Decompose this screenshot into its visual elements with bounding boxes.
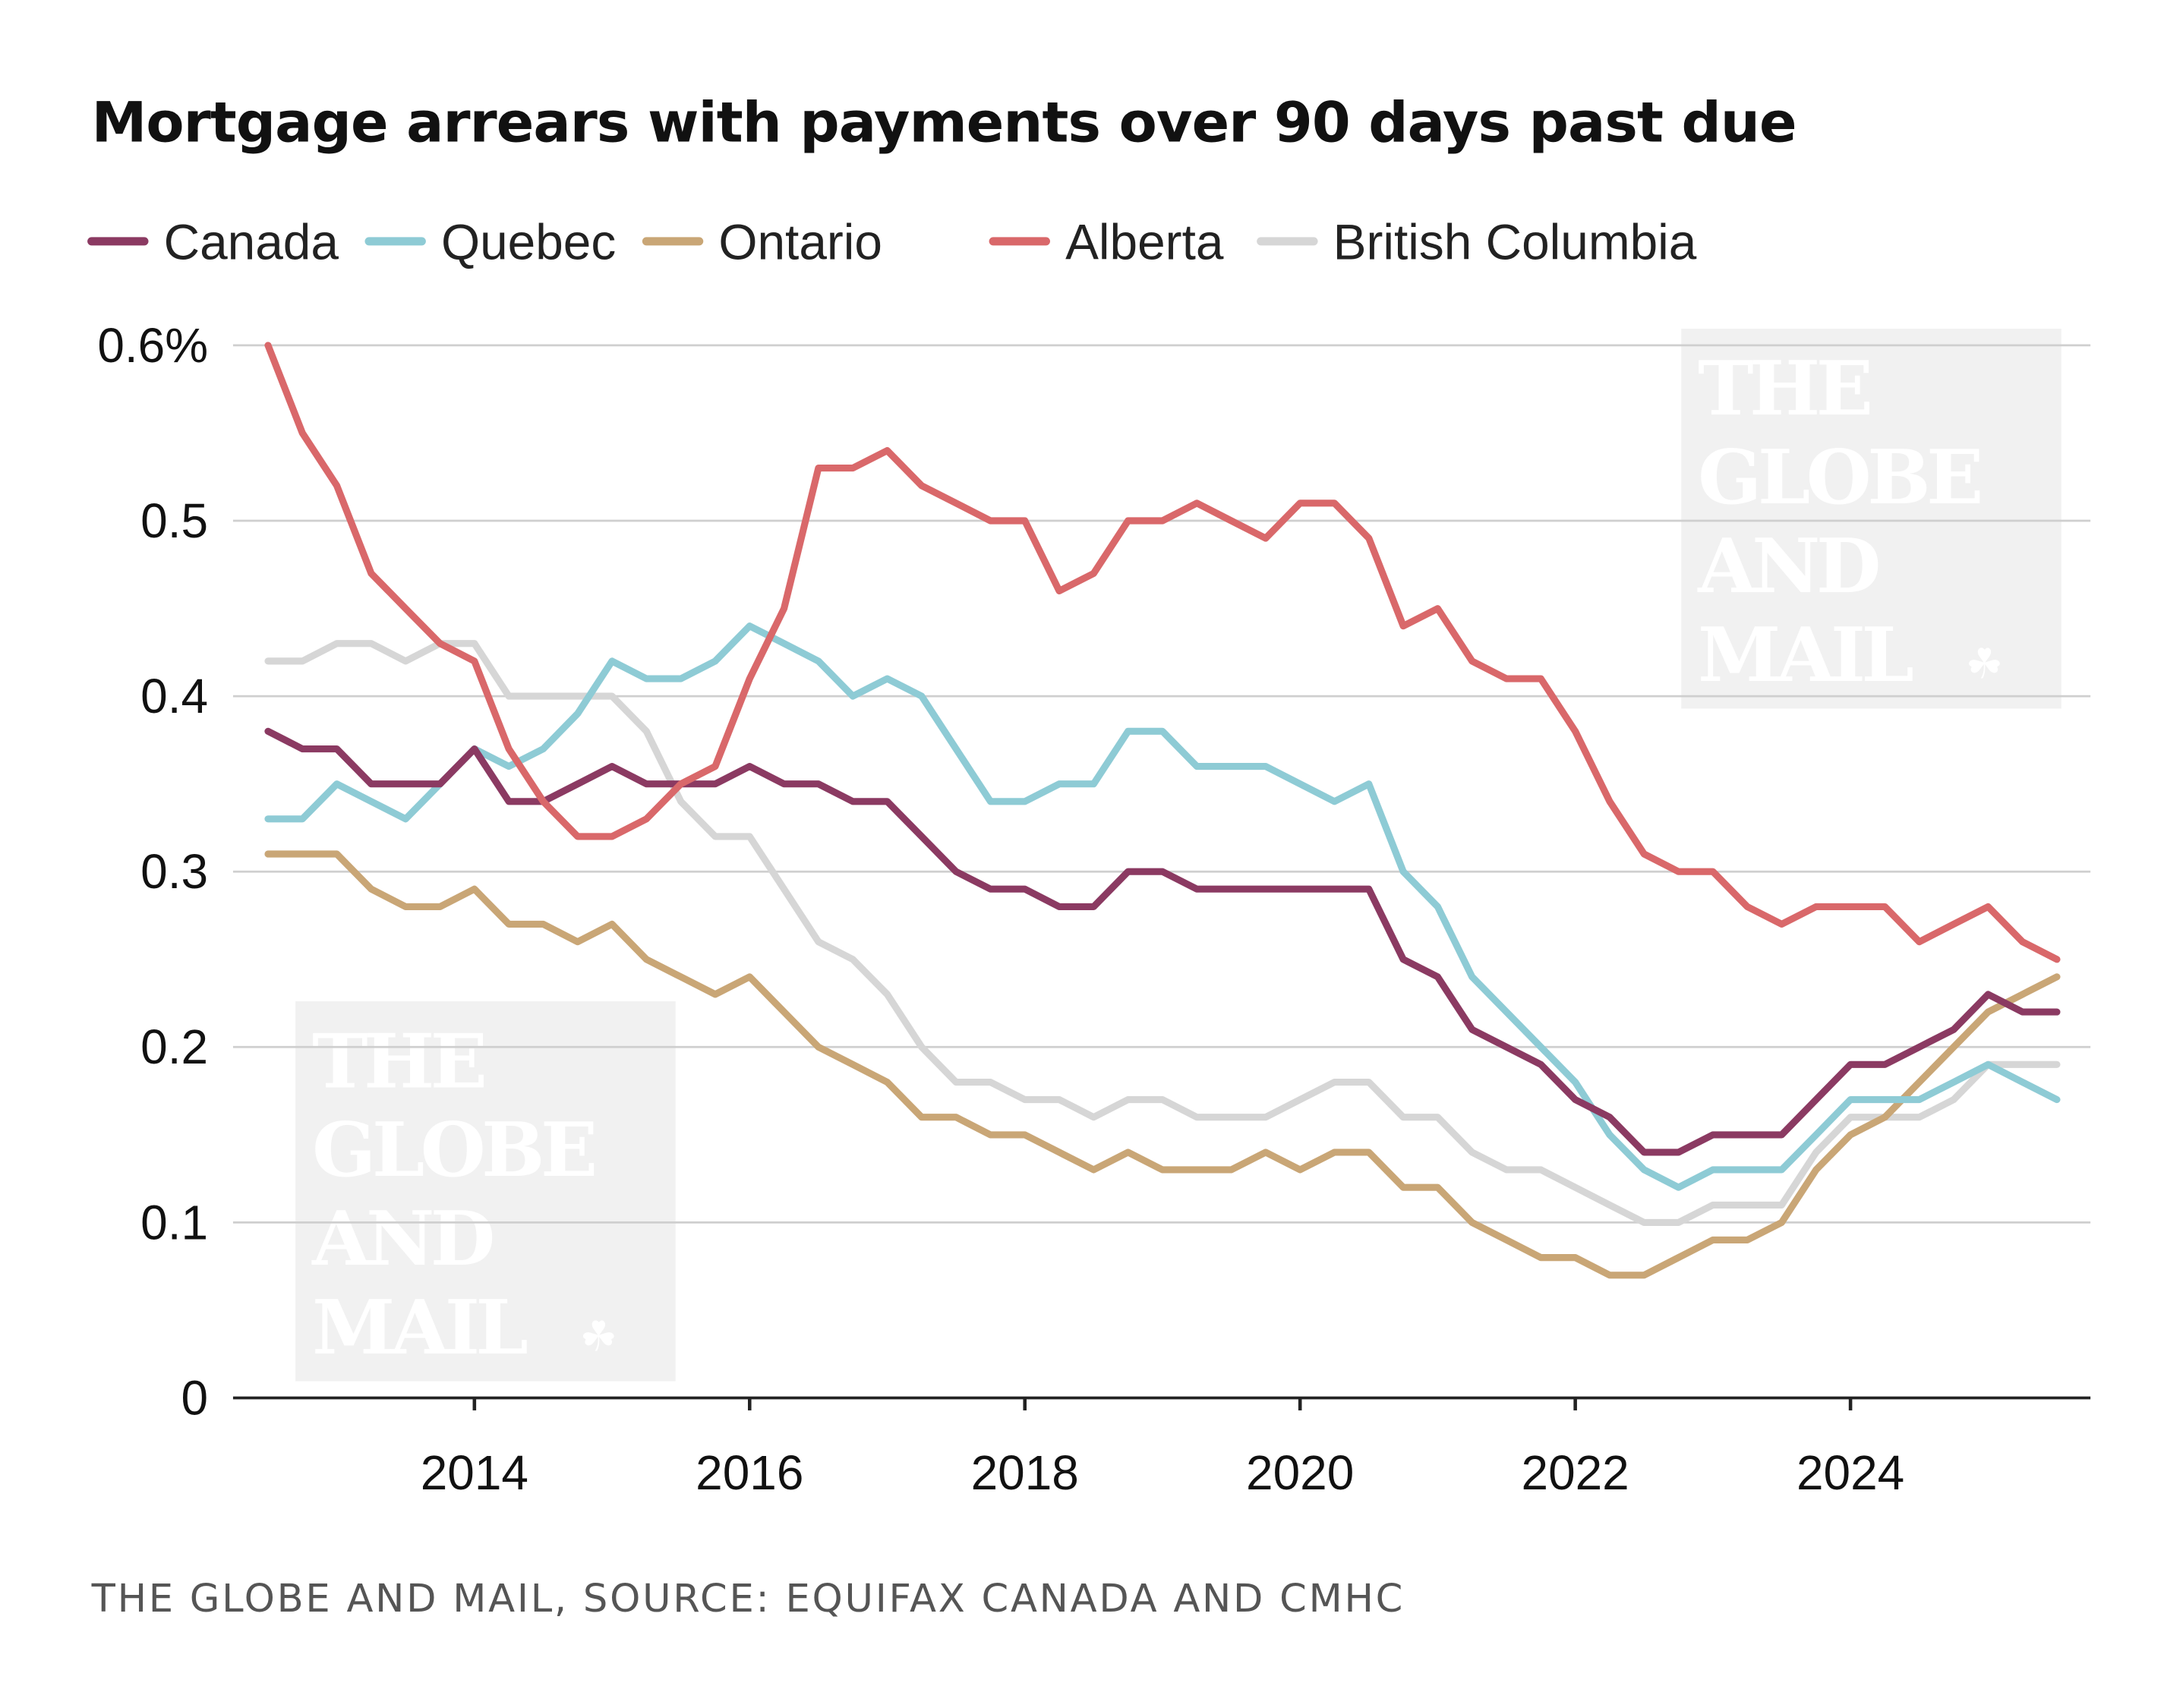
y-tick-label: 0.6%: [97, 318, 208, 373]
legend-item: British Columbia: [1257, 214, 1697, 270]
legend-item: Ontario: [642, 214, 882, 270]
series-line-alberta: [264, 342, 2061, 963]
x-tick-label: 2024: [1796, 1445, 1904, 1500]
gridlines: [232, 344, 2091, 1224]
source-note: THE GLOBE AND MAIL, SOURCE: EQUIFAX CANA…: [91, 1577, 1405, 1621]
watermark-word: AND: [1697, 522, 1879, 610]
series-lines: [264, 342, 2061, 1279]
y-tick-label: 0.3: [140, 844, 208, 899]
legend-label: Quebec: [441, 214, 616, 270]
watermark-word: GLOBE: [312, 1106, 595, 1194]
x-tick-label: 2014: [421, 1445, 528, 1500]
x-tick-label: 2020: [1246, 1445, 1354, 1500]
y-tick-label: 0.2: [140, 1019, 208, 1074]
y-tick-label: 0.5: [140, 493, 208, 548]
legend-item: Canada: [87, 214, 339, 270]
watermark-word: MAIL: [312, 1284, 527, 1372]
series-line-british-columbia: [264, 640, 2061, 1226]
y-axis: 0 0.1 0.2 0.3 0.4 0.5 0.6%: [97, 318, 208, 1426]
chart-title: Mortgage arrears with payments over 90 d…: [92, 90, 1796, 155]
y-tick-label: 0.4: [140, 669, 208, 723]
watermark-word: THE: [1698, 345, 1870, 433]
series-line-canada: [264, 727, 2061, 1156]
legend: Canada Quebec Ontario Alberta British Columb…: [87, 214, 1697, 270]
x-tick-label: 2022: [1522, 1445, 1629, 1500]
x-axis: 2014 2016 2018 2020 2022 2024: [232, 1396, 2091, 1500]
y-tick-label: 0.1: [140, 1195, 208, 1249]
maple-leaf-icon: ☘: [580, 1313, 617, 1360]
legend-label: Canada: [164, 214, 339, 270]
watermark-word: THE: [312, 1017, 484, 1105]
x-tick-label: 2018: [971, 1445, 1079, 1500]
series-line-quebec: [264, 622, 2061, 1191]
legend-item: Quebec: [364, 214, 616, 270]
maple-leaf-icon: ☘: [1966, 641, 2003, 687]
watermark-word: AND: [311, 1195, 493, 1283]
series-line-ontario: [264, 850, 2061, 1279]
watermark-word: GLOBE: [1698, 433, 1980, 522]
y-tick-label: 0: [181, 1370, 208, 1425]
legend-label: Alberta: [1065, 214, 1224, 270]
legend-label: British Columbia: [1333, 214, 1697, 270]
legend-label: Ontario: [718, 214, 882, 270]
watermark-word: MAIL: [1698, 611, 1913, 699]
x-tick-label: 2016: [696, 1445, 803, 1500]
legend-item: Alberta: [989, 214, 1224, 270]
